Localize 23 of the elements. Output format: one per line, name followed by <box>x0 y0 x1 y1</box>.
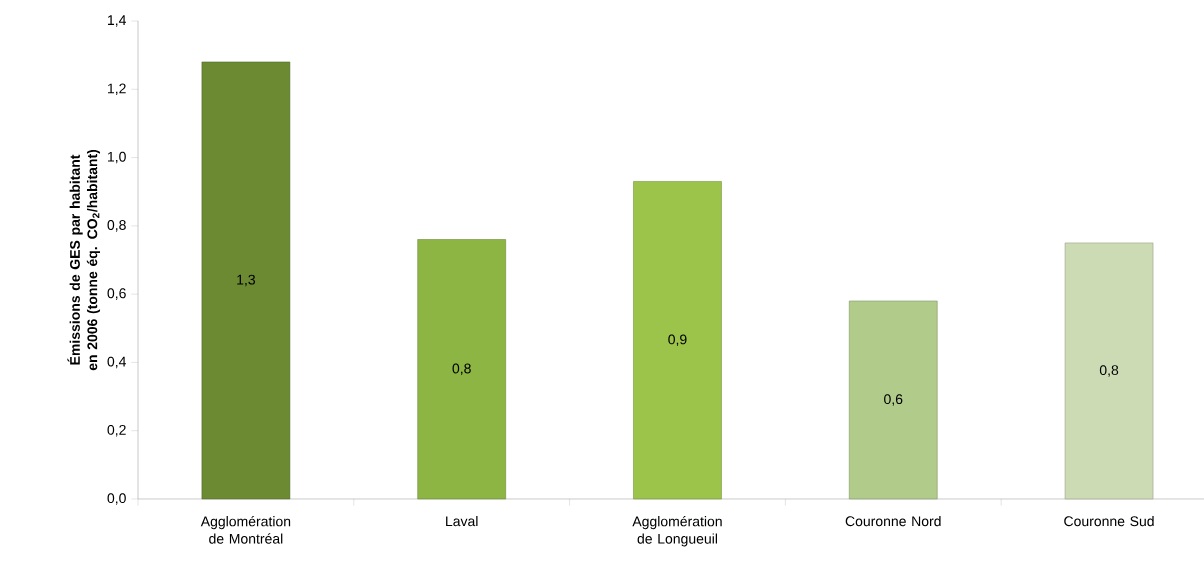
data-label: 0,8 <box>452 363 471 376</box>
bar <box>201 61 291 500</box>
bar <box>633 181 722 500</box>
bar <box>417 239 506 500</box>
bar <box>848 300 938 500</box>
y-tick-label: 1,2 <box>108 83 126 96</box>
y-tick-label: 0,0 <box>107 493 126 505</box>
x-tick-label: Agglomération de Montréal <box>200 515 291 544</box>
y-tick-label: 0,4 <box>107 356 126 369</box>
y-tick-label: 0,6 <box>107 288 126 300</box>
y-tick-label: 1,4 <box>108 15 126 27</box>
x-tick-label: Agglomération de Longueuil <box>632 515 722 547</box>
data-label: 0,8 <box>1099 365 1119 377</box>
x-tick-label: Couronne Nord <box>845 515 941 527</box>
y-tick-label: 0,8 <box>107 220 126 232</box>
x-tick-label: Couronne Sud <box>1064 515 1154 527</box>
data-label: 0,6 <box>884 394 903 406</box>
data-label: 0,9 <box>668 334 687 347</box>
x-tick-label: Laval <box>446 515 478 527</box>
y-tick-label: 1,0 <box>108 151 126 164</box>
data-label: 1,3 <box>237 274 256 287</box>
bar <box>1064 242 1154 500</box>
y-tick-label: 0,2 <box>107 424 126 437</box>
